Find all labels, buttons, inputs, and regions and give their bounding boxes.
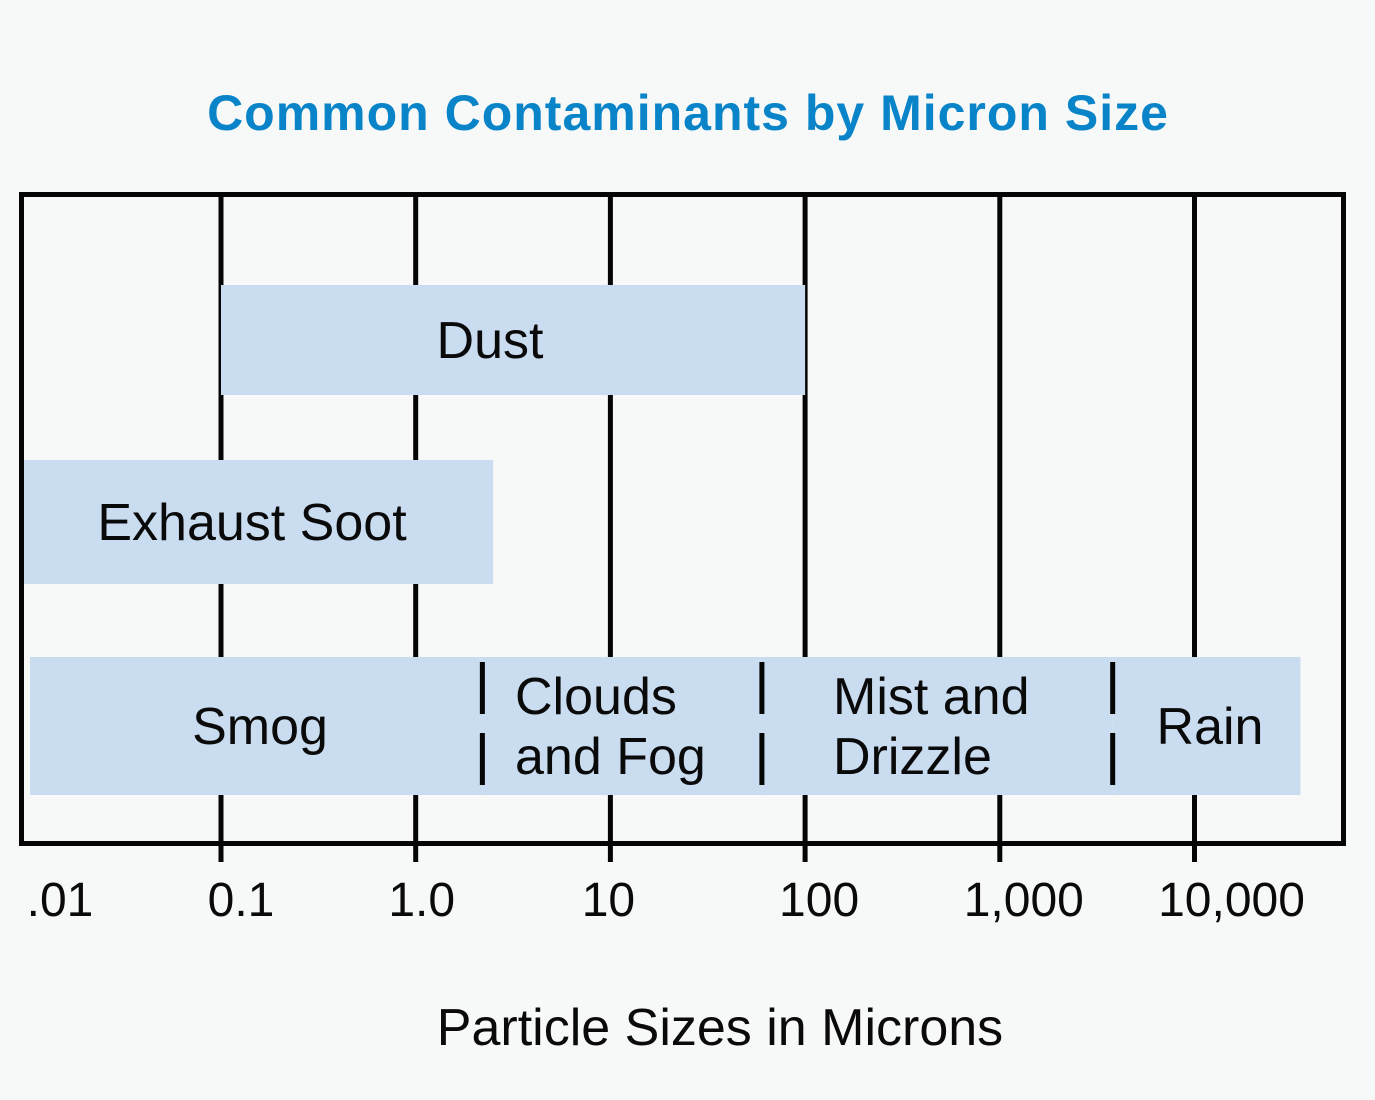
- bar-rect: [761, 657, 1113, 795]
- bar-label: Clouds and Fog: [515, 668, 706, 786]
- chart-title: Common Contaminants by Micron Size: [207, 85, 1169, 141]
- bar-label: Dust: [437, 312, 544, 370]
- bar-label: Mist and Drizzle: [833, 668, 1030, 786]
- x-tick-label: 10: [582, 874, 635, 927]
- bar: [761, 657, 1113, 795]
- bar-label: Smog: [192, 698, 328, 756]
- bar-rect: [221, 285, 806, 395]
- bar-rect: [1112, 657, 1301, 795]
- bar-rect: [482, 657, 762, 795]
- x-tick-label: 1.0: [388, 874, 455, 927]
- bar: [482, 657, 762, 795]
- bar-rect: [21, 460, 494, 584]
- x-tick-label: 0.1: [208, 874, 275, 927]
- bar: [1112, 657, 1301, 795]
- bar-labels: Dust Exhaust Soot Smog Clouds and Fog Mist an…: [97, 312, 1263, 786]
- bar-label: Exhaust Soot: [97, 494, 407, 552]
- bar: [221, 285, 806, 395]
- x-tick-label: 1,000: [964, 874, 1084, 927]
- bar-rect: [30, 657, 483, 795]
- x-axis-label: Particle Sizes in Microns: [437, 999, 1003, 1057]
- x-tick-label: .01: [27, 874, 94, 927]
- bar: [21, 460, 494, 584]
- x-tick-label: 100: [779, 874, 859, 927]
- x-tick-label: 10,000: [1158, 874, 1305, 927]
- bar: [30, 657, 483, 795]
- plot-frame: [19, 192, 1346, 846]
- bar-label: Rain: [1157, 698, 1264, 756]
